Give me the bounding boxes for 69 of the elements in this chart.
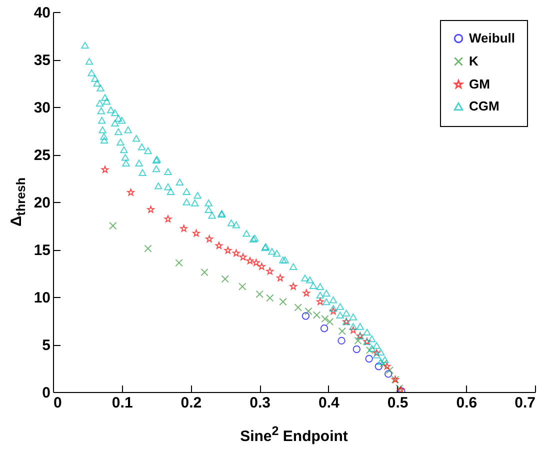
point <box>386 366 394 374</box>
x-tick-label: 0.2 <box>180 394 202 412</box>
point <box>109 222 117 230</box>
point <box>200 268 208 276</box>
point <box>321 314 329 323</box>
point <box>266 267 274 275</box>
y-tick-label: 5 <box>42 337 50 354</box>
point <box>380 360 388 368</box>
y-tick-label: 10 <box>34 290 50 306</box>
y-tick-label: 35 <box>34 52 50 69</box>
point <box>192 229 200 237</box>
point <box>354 336 362 345</box>
point <box>366 346 374 354</box>
point <box>374 362 383 370</box>
y-tick-label: 40 <box>34 4 50 22</box>
point <box>206 235 213 242</box>
point <box>101 166 109 173</box>
point <box>352 345 361 354</box>
legend-label: K <box>469 54 479 68</box>
legend-label: CGM <box>469 98 500 114</box>
point <box>175 258 183 267</box>
point <box>338 327 346 336</box>
y-tick-label: 30 <box>34 100 50 116</box>
point <box>224 246 232 254</box>
point <box>302 312 310 320</box>
x-tick-label: 0.6 <box>456 394 478 412</box>
point <box>164 215 172 222</box>
y-tick-label: 15 <box>34 242 50 259</box>
point <box>252 258 260 266</box>
point <box>246 257 254 264</box>
x-tick-label: 0.1 <box>112 394 133 412</box>
point <box>290 282 297 290</box>
point <box>144 244 152 252</box>
y-tick-label: 20 <box>34 194 50 212</box>
x-tick-label: 0.5 <box>387 394 408 412</box>
point <box>266 294 274 302</box>
y-tick-label: 25 <box>34 147 50 164</box>
point <box>316 298 324 305</box>
legend-label: Weibull <box>469 30 515 46</box>
point <box>238 282 246 290</box>
legend-label: GM <box>469 76 490 92</box>
point <box>180 224 188 232</box>
point <box>147 206 154 213</box>
point <box>326 318 334 326</box>
x-tick-label: 0.7 <box>514 394 536 412</box>
point <box>365 354 373 363</box>
point <box>330 307 337 314</box>
point <box>350 326 357 334</box>
point <box>294 304 302 312</box>
point <box>215 242 223 249</box>
point <box>384 370 392 378</box>
x-tick-label: 0.3 <box>250 394 270 412</box>
point <box>239 253 247 260</box>
point <box>320 324 328 332</box>
point <box>338 336 346 345</box>
x-tick-label: 0.4 <box>318 394 340 412</box>
point <box>258 262 266 270</box>
point <box>279 298 287 306</box>
point <box>232 249 240 257</box>
point <box>127 188 134 196</box>
x-axis-title: Sine$^{2}$ Endpoint <box>240 424 348 445</box>
point <box>383 362 391 370</box>
point <box>221 275 229 283</box>
point <box>312 311 321 319</box>
point <box>256 290 264 298</box>
x-tick-label: 0 <box>54 394 62 412</box>
point <box>304 307 312 316</box>
point <box>276 274 284 282</box>
point <box>302 289 310 296</box>
